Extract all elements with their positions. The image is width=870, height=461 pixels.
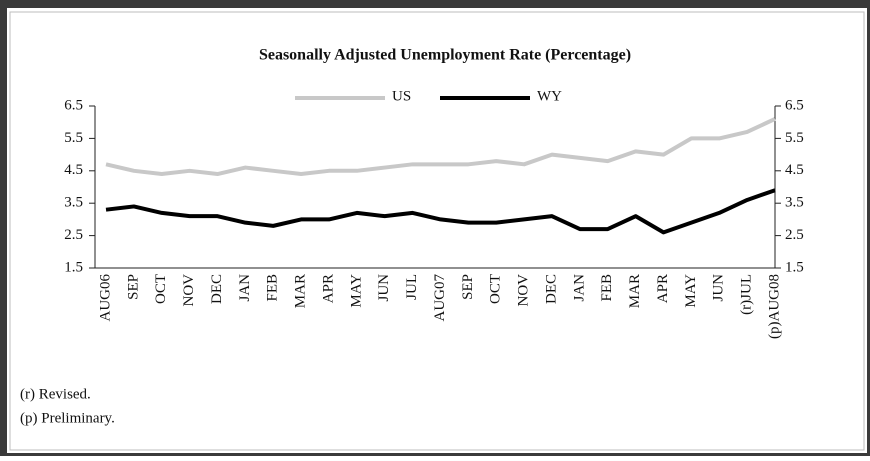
x-tick-label: (r)JUL [739,274,755,315]
y-tick-label: 2.5 [64,227,83,243]
x-tick-label: AUG06 [97,274,113,322]
footnote: (p) Preliminary. [20,410,115,426]
x-tick-label: FEB [265,274,281,302]
panel [7,8,867,453]
y-tick-label: 1.5 [64,259,83,275]
x-tick-label: MAR [293,274,309,308]
x-tick-label: NOV [516,274,532,307]
y2-tick-label: 1.5 [785,259,804,275]
legend-label: WY [537,88,562,104]
x-tick-label: NOV [181,274,197,307]
x-tick-label: JUL [404,274,420,300]
x-tick-label: APR [655,274,671,303]
y-tick-label: 5.5 [64,130,83,146]
x-tick-label: JAN [571,274,587,302]
y2-tick-label: 2.5 [785,227,804,243]
x-tick-label: MAY [348,274,364,308]
y2-tick-label: 6.5 [785,97,804,113]
x-tick-label: DEC [543,274,559,304]
legend-label: US [392,88,411,104]
y2-tick-label: 3.5 [785,195,804,211]
x-tick-label: AUG07 [432,274,448,322]
x-tick-label: JUN [376,274,392,302]
x-tick-label: SEP [460,274,476,300]
y-tick-label: 4.5 [64,162,83,178]
y-tick-label: 6.5 [64,97,83,113]
x-tick-label: FEB [599,274,615,302]
chart-title: Seasonally Adjusted Unemployment Rate (P… [259,47,631,64]
panel-border [9,11,865,451]
x-tick-label: JAN [237,274,253,302]
x-tick-label: OCT [488,274,504,304]
series-line [105,188,776,235]
x-tick-label: SEP [125,274,141,300]
x-tick-label: MAR [627,274,643,308]
x-tick-label: APR [320,274,336,303]
x-tick-label: JUN [711,274,727,302]
y2-tick-label: 4.5 [785,162,804,178]
series-line [105,117,776,177]
y2-tick-label: 5.5 [785,130,804,146]
y-tick-label: 3.5 [64,195,83,211]
x-tick-label: DEC [209,274,225,304]
x-tick-label: OCT [153,274,169,304]
footnote: (r) Revised. [20,386,91,402]
x-tick-label: MAY [683,274,699,308]
x-tick-label: (p)AUG08 [766,274,782,339]
